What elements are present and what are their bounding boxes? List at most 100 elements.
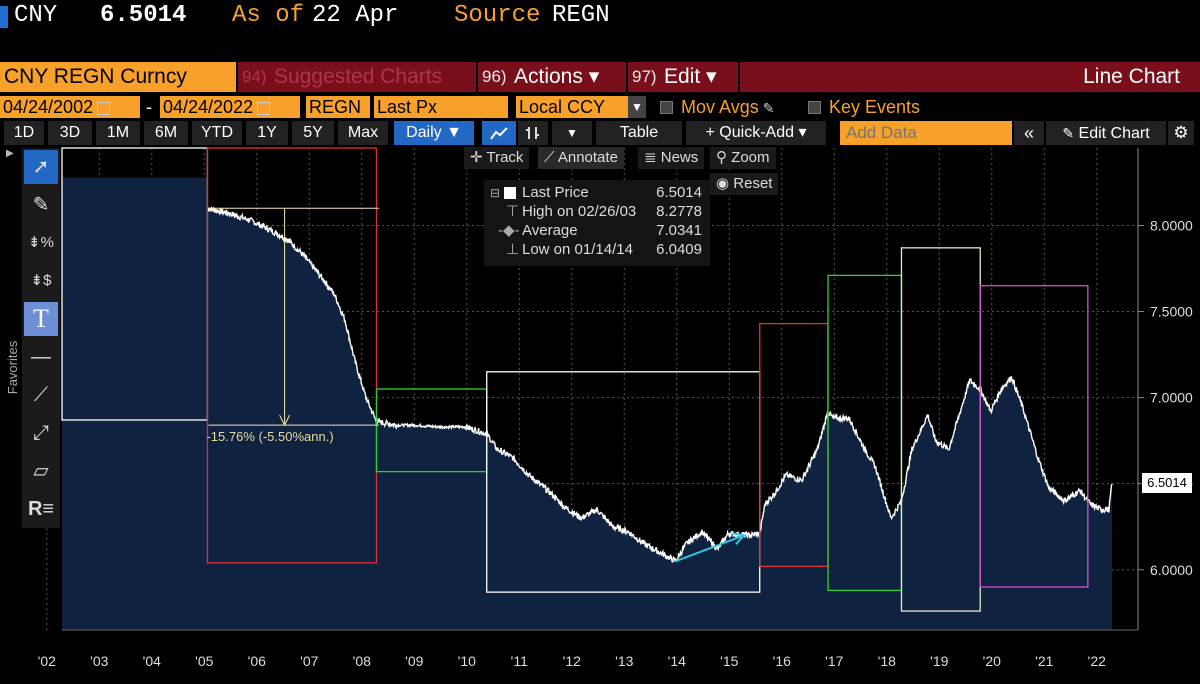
ticker-symbol: CNY <box>14 2 58 29</box>
x-tick-label: '18 <box>878 653 896 669</box>
checkbox-icon[interactable] <box>808 101 821 114</box>
news-label: News <box>660 149 699 166</box>
event-box <box>206 147 378 564</box>
period-ytd-button[interactable]: YTD <box>192 121 242 145</box>
x-tick-label: '15 <box>720 653 738 669</box>
x-tick-label: '10 <box>458 653 476 669</box>
x-tick-label: '13 <box>615 653 633 669</box>
legend-panel: ⊟ Last Price 6.5014 ⊤ High on 02/26/03 8… <box>484 180 710 266</box>
edit-chart-button[interactable]: ✎ Edit Chart <box>1046 121 1166 145</box>
collapse-icon[interactable]: « <box>1014 121 1044 145</box>
reset-label: Reset <box>733 175 773 192</box>
drawing-toolbar: ➚ ✎ ⇟% ⇟$ T — ⟋ ⤢ ▱ R≡ <box>22 148 60 528</box>
zoom-label: Zoom <box>731 149 770 166</box>
annotation-boxes <box>61 147 1089 612</box>
end-date-value: 04/24/2022 <box>163 97 254 117</box>
x-tick-label: '11 <box>511 653 528 669</box>
annotate-label: Annotate <box>557 149 618 166</box>
edit-chart-label: Edit Chart <box>1078 125 1150 142</box>
quick-add-button[interactable]: + Quick-Add ▾ <box>686 121 826 145</box>
x-tick-label: '07 <box>300 653 318 669</box>
ticker-price: 6.5014 <box>100 2 187 29</box>
x-tick-label: '08 <box>353 653 371 669</box>
legend-high-label: High on 02/26/03 <box>522 203 637 220</box>
news-tool[interactable]: ≣ News <box>638 147 705 169</box>
end-date-field[interactable]: 04/24/2022 <box>160 96 300 118</box>
date-separator: - <box>146 97 152 117</box>
as-of-value: 22 Apr <box>312 2 399 29</box>
checkbox-icon[interactable] <box>660 101 673 114</box>
track-tool[interactable]: ✛ Track <box>464 147 530 169</box>
chevron-down-icon[interactable]: ▼ <box>628 96 646 118</box>
start-date-value: 04/24/2002 <box>3 97 94 117</box>
chart-style-dropdown[interactable]: ▼ <box>552 121 592 145</box>
x-tick-label: '06 <box>248 653 266 669</box>
edit-menu[interactable]: 97) Edit ▾ <box>628 62 738 92</box>
period-1d-button[interactable]: 1D <box>4 121 44 145</box>
legend-last-row: ⊟ Last Price 6.5014 <box>484 183 710 203</box>
source-field[interactable]: REGN <box>306 96 370 118</box>
trend-arrow <box>675 534 745 563</box>
suggested-charts-button[interactable]: 94) Suggested Charts <box>238 62 476 92</box>
table-button[interactable]: Table <box>596 121 682 145</box>
add-data-input[interactable] <box>840 121 1012 145</box>
legend-last-value: 6.5014 <box>656 184 702 201</box>
x-tick-label: '17 <box>825 653 843 669</box>
annotate-tool[interactable]: ⟋ Annotate <box>538 147 624 169</box>
start-date-field[interactable]: 04/24/2002 <box>0 96 140 118</box>
expand-arrow-icon[interactable]: ▶ <box>6 148 14 159</box>
track-label: Track <box>486 149 524 166</box>
reset-tool[interactable]: ◉ Reset <box>710 173 779 195</box>
source-value: REGN <box>552 2 610 29</box>
pencil-icon: ✎ <box>1062 125 1075 141</box>
suggested-number: 94) <box>242 67 267 86</box>
gear-icon[interactable]: ⚙ <box>1168 121 1194 145</box>
chart-type-label: Line Chart <box>740 62 1200 92</box>
dollar-tool-icon[interactable]: ⇟$ <box>30 272 52 289</box>
horizontal-line-icon[interactable]: — <box>31 346 51 368</box>
annotate-icon: ⟋ <box>544 149 555 166</box>
pointer-icon[interactable]: ➚ <box>24 150 58 184</box>
trend-channel-icon[interactable]: ⤢ <box>33 422 49 444</box>
currency-selector[interactable]: Local CCY <box>516 96 628 118</box>
zoom-tool[interactable]: ⚲ Zoom <box>710 147 776 169</box>
key-events-toggle[interactable]: Key Events <box>808 96 958 118</box>
period-3d-button[interactable]: 3D <box>48 121 92 145</box>
high-marker-icon: ⊤ <box>506 203 520 220</box>
frequency-selector[interactable]: Daily ▼ <box>394 121 474 145</box>
event-box <box>979 285 1089 588</box>
collapse-icon[interactable]: ⊟ <box>490 186 501 200</box>
ticker-marker <box>0 6 8 28</box>
legend-high-value: 8.2778 <box>656 203 702 220</box>
security-field[interactable]: CNY REGN Curncy <box>0 62 236 92</box>
pen-icon[interactable]: ✎ <box>32 194 50 216</box>
percent-tool-icon[interactable]: ⇟% <box>28 234 54 251</box>
line-chart-icon[interactable] <box>482 121 516 145</box>
x-tick-label: '20 <box>983 653 1001 669</box>
key-events-label: Key Events <box>829 97 921 117</box>
legend-average-label: Average <box>522 222 578 239</box>
calendar-icon[interactable] <box>97 101 111 115</box>
actions-menu[interactable]: 96) Actions ▾ <box>478 62 626 92</box>
legend-high-row: ⊤ High on 02/26/03 8.2778 <box>484 202 710 222</box>
text-tool-icon[interactable]: T <box>24 302 58 336</box>
period-5y-button[interactable]: 5Y <box>292 121 334 145</box>
x-tick-label: '22 <box>1088 653 1106 669</box>
y-tick-label: 6.0000 <box>1150 562 1193 578</box>
y-tick-label: 7.5000 <box>1150 304 1193 320</box>
x-tick-label: '03 <box>90 653 108 669</box>
bar-chart-icon[interactable] <box>518 121 548 145</box>
regression-icon[interactable]: R≡ <box>27 498 55 520</box>
period-1m-button[interactable]: 1M <box>96 121 140 145</box>
band-icon[interactable]: ▱ <box>33 460 49 482</box>
period-6m-button[interactable]: 6M <box>144 121 188 145</box>
period-1y-button[interactable]: 1Y <box>246 121 288 145</box>
field-selector[interactable]: Last Px <box>374 96 508 118</box>
trend-line-icon[interactable]: ⟋ <box>34 384 48 406</box>
magnifier-icon: ⚲ <box>716 149 727 166</box>
calendar-icon[interactable] <box>257 101 271 115</box>
mov-avgs-toggle[interactable]: Mov Avgs ✎ <box>660 96 800 118</box>
pencil-icon[interactable]: ✎ <box>762 100 775 116</box>
period-max-button[interactable]: Max <box>338 121 388 145</box>
